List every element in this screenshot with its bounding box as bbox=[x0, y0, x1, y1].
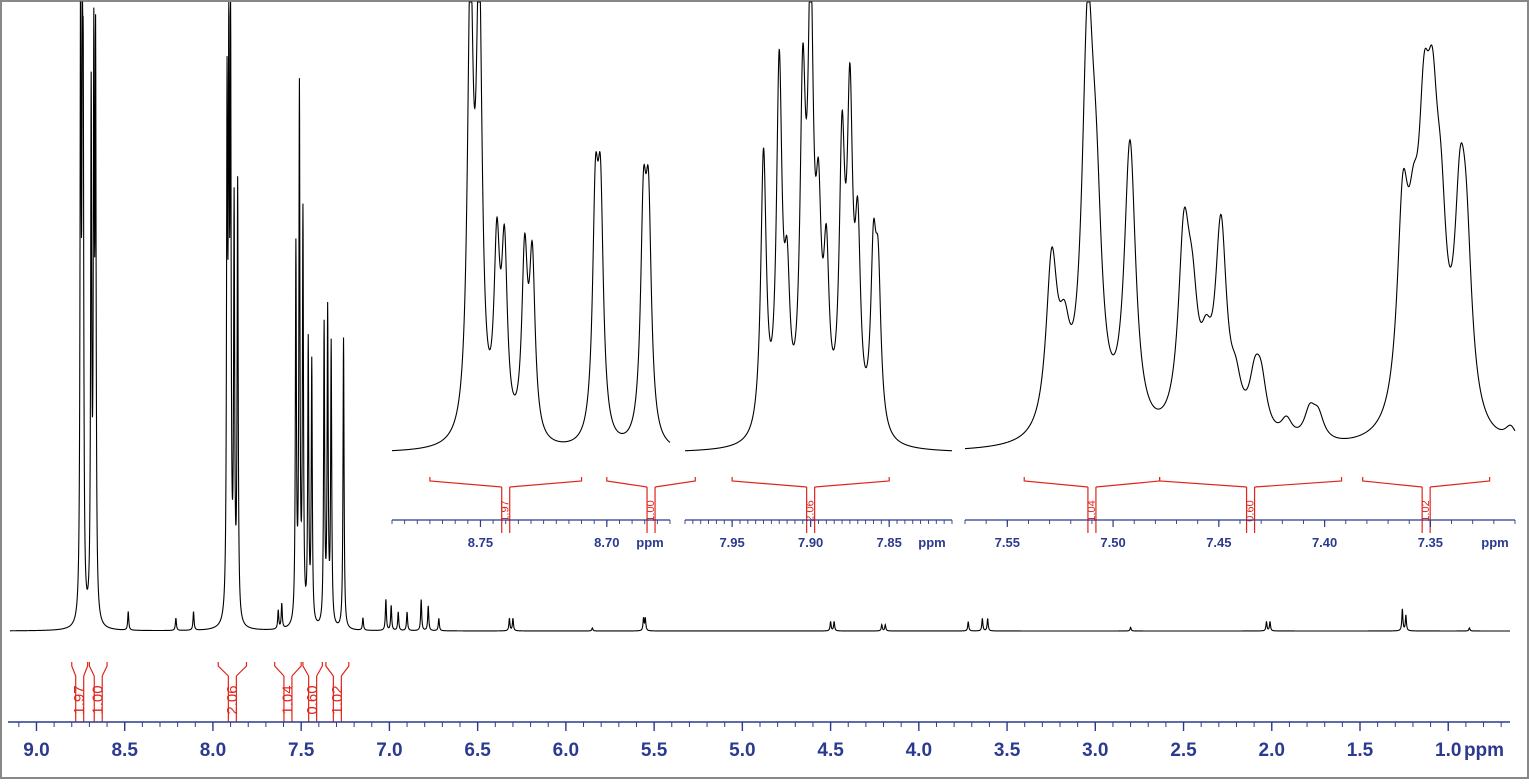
inset-tick-label: 7.90 bbox=[798, 535, 823, 550]
integral-0: 2.06 bbox=[731, 477, 890, 533]
integral-bracket bbox=[217, 662, 248, 677]
integral-0: 1.97 bbox=[71, 662, 89, 722]
integral-bracket bbox=[1159, 477, 1343, 488]
main-tick-label: 3.0 bbox=[1082, 740, 1108, 761]
main-tick-label: 1.0 bbox=[1435, 740, 1461, 761]
integral-value: 1.02 bbox=[1420, 500, 1432, 521]
integral-value: 1.97 bbox=[500, 500, 512, 521]
integral-3: 1.04 bbox=[274, 662, 302, 722]
integral-bracket bbox=[731, 477, 890, 488]
inset-axis-unit: ppm bbox=[918, 535, 945, 550]
inset-tick-label: 7.40 bbox=[1312, 535, 1337, 550]
inset-spectrum-2: 2.06 7.95 7.90 7.85 ppm bbox=[684, 1, 953, 550]
main-tick-label: 3.5 bbox=[994, 740, 1021, 761]
main-tick-label: 8.5 bbox=[111, 740, 138, 761]
integral-value: 1.02 bbox=[329, 685, 346, 714]
main-tick-label: 8.0 bbox=[200, 740, 226, 761]
inset-tick-label: 8.70 bbox=[594, 535, 619, 550]
main-tick-label: 5.5 bbox=[641, 740, 668, 761]
integral-value: 2.06 bbox=[224, 685, 241, 714]
integral-value: 0.60 bbox=[1245, 500, 1257, 521]
integral-4: 0.60 bbox=[302, 662, 323, 722]
integral-1: 1.00 bbox=[88, 662, 108, 722]
integral-bracket bbox=[606, 477, 696, 488]
integral-value: 1.00 bbox=[90, 685, 107, 714]
integral-5: 1.02 bbox=[325, 662, 350, 722]
inset-tick-label: 7.85 bbox=[877, 535, 902, 550]
integral-bracket bbox=[325, 662, 350, 677]
integral-0: 1.04 bbox=[1023, 477, 1161, 533]
main-tick-label: 4.0 bbox=[906, 740, 932, 761]
inset-axis-unit: ppm bbox=[636, 535, 663, 550]
inset-tick-label: 7.95 bbox=[719, 535, 744, 550]
integral-bracket bbox=[274, 662, 302, 677]
integral-bracket bbox=[88, 662, 108, 677]
inset-tick-label: 7.35 bbox=[1418, 535, 1443, 550]
main-tick-label: 9.0 bbox=[23, 740, 49, 761]
integral-1: 1.00 bbox=[606, 477, 696, 533]
inset-trace bbox=[964, 1, 1516, 450]
main-tick-label: 6.0 bbox=[553, 740, 579, 761]
integral-bracket bbox=[71, 662, 89, 677]
integral-bracket bbox=[1023, 477, 1161, 488]
main-spectrum-trace bbox=[10, 1, 1510, 632]
integral-value: 1.97 bbox=[71, 685, 88, 714]
inset-tick-label: 7.50 bbox=[1100, 535, 1125, 550]
main-tick-label: 6.5 bbox=[464, 740, 491, 761]
main-spectrum: 1.97 1.00 2.06 1.04 0.60 1.029.0 8.5 8.0 7.5 7.0 6… bbox=[8, 1, 1510, 761]
main-tick-label: 2.0 bbox=[1259, 740, 1285, 761]
main-tick-label: 5.0 bbox=[729, 740, 755, 761]
inset-trace bbox=[684, 1, 953, 452]
integral-value: 0.60 bbox=[304, 685, 321, 714]
inset-spectrum-1: 1.97 1.00 8.75 8.70 ppm bbox=[391, 1, 696, 550]
integral-bracket bbox=[302, 662, 323, 677]
inset-spectrum-3: 1.04 0.60 1.02 7.55 7.50 7.45 7.40 7.35 ppm bbox=[964, 1, 1516, 550]
integral-2: 2.06 bbox=[217, 662, 248, 722]
integral-0: 1.97 bbox=[429, 477, 583, 533]
integral-1: 0.60 bbox=[1159, 477, 1343, 533]
integral-bracket bbox=[429, 477, 583, 488]
integral-value: 1.00 bbox=[645, 500, 657, 521]
main-axis-unit: ppm bbox=[1464, 740, 1504, 761]
main-tick-label: 7.5 bbox=[288, 740, 315, 761]
main-tick-label: 7.0 bbox=[376, 740, 402, 761]
integral-bracket bbox=[1362, 477, 1491, 488]
inset-tick-label: 7.45 bbox=[1206, 535, 1231, 550]
integral-value: 1.04 bbox=[279, 685, 296, 714]
main-tick-label: 4.5 bbox=[817, 740, 844, 761]
inset-trace bbox=[391, 1, 671, 452]
integral-value: 2.06 bbox=[805, 500, 817, 521]
inset-axis-unit: ppm bbox=[1481, 535, 1508, 550]
inset-tick-label: 7.55 bbox=[995, 535, 1020, 550]
inset-tick-label: 8.75 bbox=[468, 535, 493, 550]
integral-value: 1.04 bbox=[1086, 500, 1098, 521]
integral-2: 1.02 bbox=[1362, 477, 1491, 533]
main-tick-label: 1.5 bbox=[1347, 740, 1374, 761]
main-tick-label: 2.5 bbox=[1170, 740, 1197, 761]
